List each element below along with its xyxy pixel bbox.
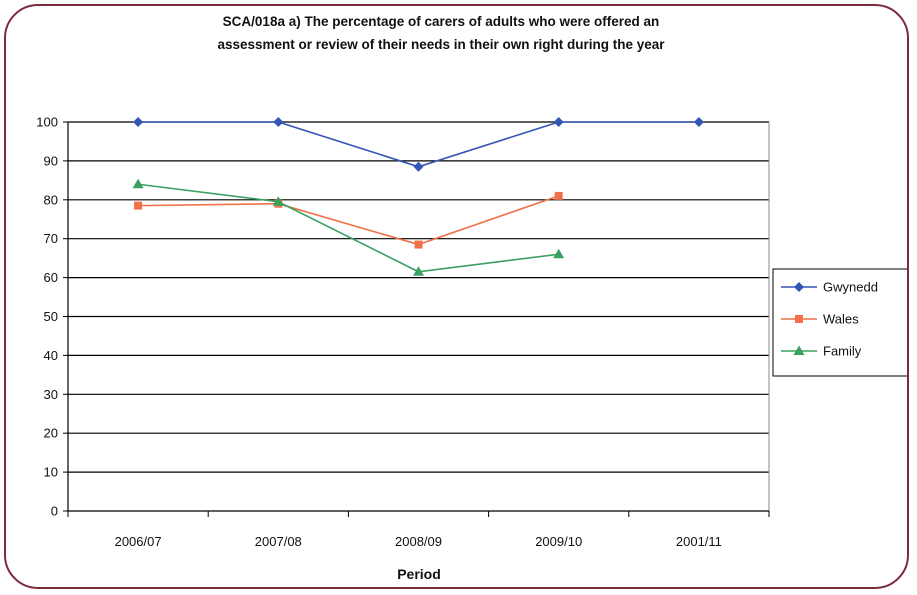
chart-title-line-2: assessment or review of their needs in t… xyxy=(217,37,665,52)
series-lines xyxy=(132,117,704,276)
y-tick-label-10: 10 xyxy=(44,465,58,480)
chart-frame: SCA/018a a) The percentage of carers of … xyxy=(4,4,909,589)
legend: Gwynedd Wales Family xyxy=(772,268,907,377)
point-gwynedd-1 xyxy=(273,117,284,127)
y-tick-label-50: 50 xyxy=(44,309,58,324)
point-gwynedd-3 xyxy=(553,117,564,127)
x-axis-title: Period xyxy=(397,566,441,582)
chart-title-line-1: SCA/018a a) The percentage of carers of … xyxy=(223,14,660,29)
y-tick-label-80: 80 xyxy=(44,192,58,207)
y-tick-label-30: 30 xyxy=(44,387,58,402)
point-gwynedd-2 xyxy=(413,161,424,172)
point-gwynedd-0 xyxy=(133,117,144,127)
axes xyxy=(63,121,770,517)
legend-marker-gwynedd xyxy=(794,282,804,292)
legend-label-gwynedd: Gwynedd xyxy=(823,280,878,295)
x-axis-ticks: 2006/07 2007/08 2008/09 2009/10 2001/11 xyxy=(115,534,722,549)
line-chart: SCA/018a a) The percentage of carers of … xyxy=(36,14,907,582)
legend-label-family: Family xyxy=(823,344,862,359)
point-family-1 xyxy=(272,196,284,206)
x-tick-label-1: 2007/08 xyxy=(255,534,302,549)
point-family-3 xyxy=(553,248,565,259)
y-tick-label-20: 20 xyxy=(44,426,58,441)
series-line-wales xyxy=(138,195,559,246)
legend-marker-wales xyxy=(795,315,803,323)
y-tick-label-0: 0 xyxy=(51,504,58,519)
x-tick-label-2: 2008/09 xyxy=(395,534,442,549)
y-tick-label-90: 90 xyxy=(44,153,58,168)
point-family-0 xyxy=(132,178,144,189)
x-tick-label-4: 2001/11 xyxy=(676,534,722,549)
point-wales-3 xyxy=(554,191,563,200)
y-tick-label-40: 40 xyxy=(44,348,58,363)
x-tick-label-0: 2006/07 xyxy=(115,534,162,549)
y-tick-label-100: 100 xyxy=(36,115,58,130)
y-tick-label-70: 70 xyxy=(44,231,58,246)
gridlines xyxy=(68,121,769,473)
x-tick-label-3: 2009/10 xyxy=(535,534,582,549)
y-tick-label-60: 60 xyxy=(44,270,58,285)
y-axis-ticks: 0 10 20 30 40 50 60 70 80 90 100 xyxy=(36,115,58,519)
point-wales-2 xyxy=(414,240,423,249)
point-wales-0 xyxy=(134,201,143,210)
series-line-family xyxy=(138,183,559,273)
point-family-2 xyxy=(413,266,424,276)
legend-marker-family xyxy=(793,345,805,355)
legend-label-wales: Wales xyxy=(823,312,859,327)
point-gwynedd-4 xyxy=(693,117,704,127)
series-line-gwynedd xyxy=(138,121,699,168)
